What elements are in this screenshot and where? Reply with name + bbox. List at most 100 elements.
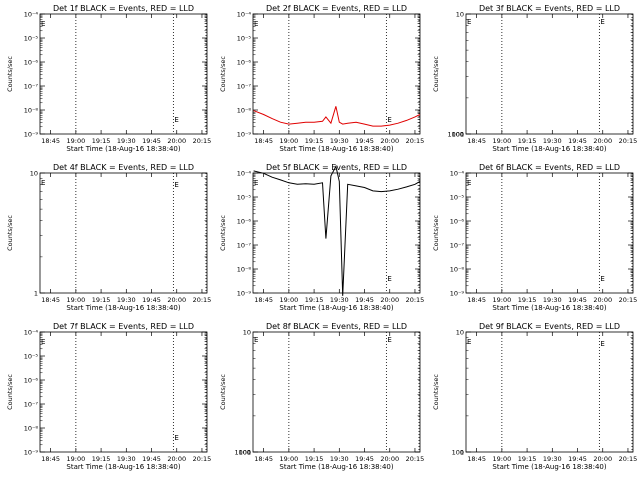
plot-frame [465, 331, 634, 453]
y-tick-label: 10⁻⁵ [237, 194, 252, 202]
x-tick-label: 19:45 [142, 296, 161, 304]
event-marker: E [41, 20, 45, 28]
x-tick-label: 20:00 [380, 296, 399, 304]
x-tick-label: 19:45 [355, 455, 374, 463]
x-tick-label: 19:00 [66, 296, 85, 304]
x-tick-label: 19:00 [66, 455, 85, 463]
event-marker: E [41, 179, 45, 187]
y-tick-label: 10 [456, 329, 464, 337]
plot-frame [252, 13, 421, 135]
x-tick-label: 20:15 [193, 296, 212, 304]
x-tick-label: 19:15 [305, 455, 324, 463]
y-axis-label: Counts/sec [219, 374, 227, 410]
x-tick-label: 19:15 [305, 296, 324, 304]
x-tick-label: 20:15 [406, 455, 425, 463]
y-tick-label: 10 [456, 11, 464, 19]
y-tick-label: 10⁻⁷ [24, 83, 39, 91]
x-axis-label: Start Time (18-Aug-16 18:38:40) [492, 145, 606, 153]
y-tick-label: 10⁻⁷ [450, 242, 465, 250]
y-axis-label: Counts/sec [432, 374, 440, 410]
panel-title: Det 9f BLACK = Events, RED = LLD [479, 322, 620, 331]
x-tick-label: 19:15 [92, 137, 111, 145]
x-tick-label: 19:30 [330, 296, 349, 304]
x-tick-label: 19:30 [543, 137, 562, 145]
y-tick-label: 10⁻⁷ [237, 83, 252, 91]
x-tick-label: 19:00 [66, 137, 85, 145]
x-tick-label: 19:30 [330, 455, 349, 463]
y-axis-label: Counts/sec [6, 374, 14, 410]
y-tick-label: 10⁻⁸ [450, 266, 465, 274]
event-marker: E [174, 116, 178, 124]
y-tick-label: 10⁻⁶ [450, 218, 465, 226]
y-tick-label: 10⁻⁵ [24, 35, 39, 43]
x-tick-label: 18:45 [467, 296, 486, 304]
x-tick-label: 19:00 [279, 455, 298, 463]
panel-title: Det 3f BLACK = Events, RED = LLD [479, 4, 620, 13]
y-tick-label: 10⁻⁹ [24, 449, 39, 457]
x-tick-label: 18:45 [41, 455, 60, 463]
x-tick-label: 19:00 [492, 296, 511, 304]
y-tick-label: 1 [34, 290, 38, 298]
x-axis-label: Start Time (18-Aug-16 18:38:40) [66, 145, 180, 153]
y-tick-label: 10⁻⁶ [24, 377, 39, 385]
x-tick-label: 19:30 [117, 455, 136, 463]
plot-frame [39, 172, 208, 294]
panel-title: Det 2f BLACK = Events, RED = LLD [266, 4, 407, 13]
y-tick-label: 1 [460, 131, 464, 139]
event-marker: E [254, 336, 258, 344]
x-tick-label: 20:00 [167, 137, 186, 145]
plot-frame [39, 13, 208, 135]
y-tick-label: 10⁻⁹ [24, 131, 39, 139]
y-tick-label: 10⁻⁵ [24, 353, 39, 361]
y-tick-label: 10⁻⁴ [450, 170, 465, 178]
x-axis-label: Start Time (18-Aug-16 18:38:40) [279, 145, 393, 153]
x-tick-label: 19:00 [492, 455, 511, 463]
x-tick-label: 20:00 [380, 455, 399, 463]
event-marker: E [467, 18, 471, 26]
x-tick-label: 20:00 [593, 455, 612, 463]
x-tick-label: 19:45 [355, 296, 374, 304]
x-axis-label: Start Time (18-Aug-16 18:38:40) [66, 304, 180, 312]
y-axis-label: Counts/sec [6, 56, 14, 92]
x-tick-label: 18:45 [467, 137, 486, 145]
x-tick-label: 19:45 [142, 455, 161, 463]
plot-frame [465, 13, 634, 135]
x-axis-label: Start Time (18-Aug-16 18:38:40) [66, 463, 180, 471]
x-tick-label: 20:15 [406, 137, 425, 145]
x-tick-label: 19:15 [92, 296, 111, 304]
x-tick-label: 18:45 [41, 296, 60, 304]
x-tick-label: 19:15 [92, 455, 111, 463]
x-tick-label: 20:00 [380, 137, 399, 145]
event-marker: E [254, 179, 258, 187]
lld-series-line [253, 106, 421, 127]
y-tick-label: 10⁻⁴ [237, 170, 252, 178]
event-marker: E [174, 181, 178, 189]
y-tick-label: 10⁻⁶ [24, 59, 39, 67]
event-marker: E [600, 275, 604, 283]
event-marker: E [600, 340, 604, 348]
y-tick-label: 100 [239, 449, 251, 457]
event-marker: E [467, 338, 471, 346]
x-axis-label: Start Time (18-Aug-16 18:38:40) [492, 463, 606, 471]
y-tick-label: 10 [243, 329, 251, 337]
plot-frame [252, 331, 421, 453]
x-tick-label: 19:45 [355, 137, 374, 145]
x-tick-label: 20:15 [193, 455, 212, 463]
plot-frame [252, 172, 421, 294]
x-tick-label: 19:30 [117, 137, 136, 145]
y-tick-label: 10⁻⁹ [237, 290, 252, 298]
y-tick-label: 10⁻⁹ [237, 131, 252, 139]
x-tick-label: 19:30 [117, 296, 136, 304]
y-tick-label: 1 [247, 449, 251, 457]
x-tick-label: 20:00 [167, 296, 186, 304]
panel-title: Det 8f BLACK = Events, RED = LLD [266, 322, 407, 331]
x-axis-label: Start Time (18-Aug-16 18:38:40) [279, 304, 393, 312]
y-tick-label: 10⁻⁹ [450, 290, 465, 298]
y-tick-label: 1000 [447, 131, 464, 139]
x-tick-label: 18:45 [254, 455, 273, 463]
event-marker: E [41, 338, 45, 346]
event-marker: E [174, 434, 178, 442]
x-tick-label: 20:00 [593, 137, 612, 145]
x-tick-label: 19:30 [543, 296, 562, 304]
